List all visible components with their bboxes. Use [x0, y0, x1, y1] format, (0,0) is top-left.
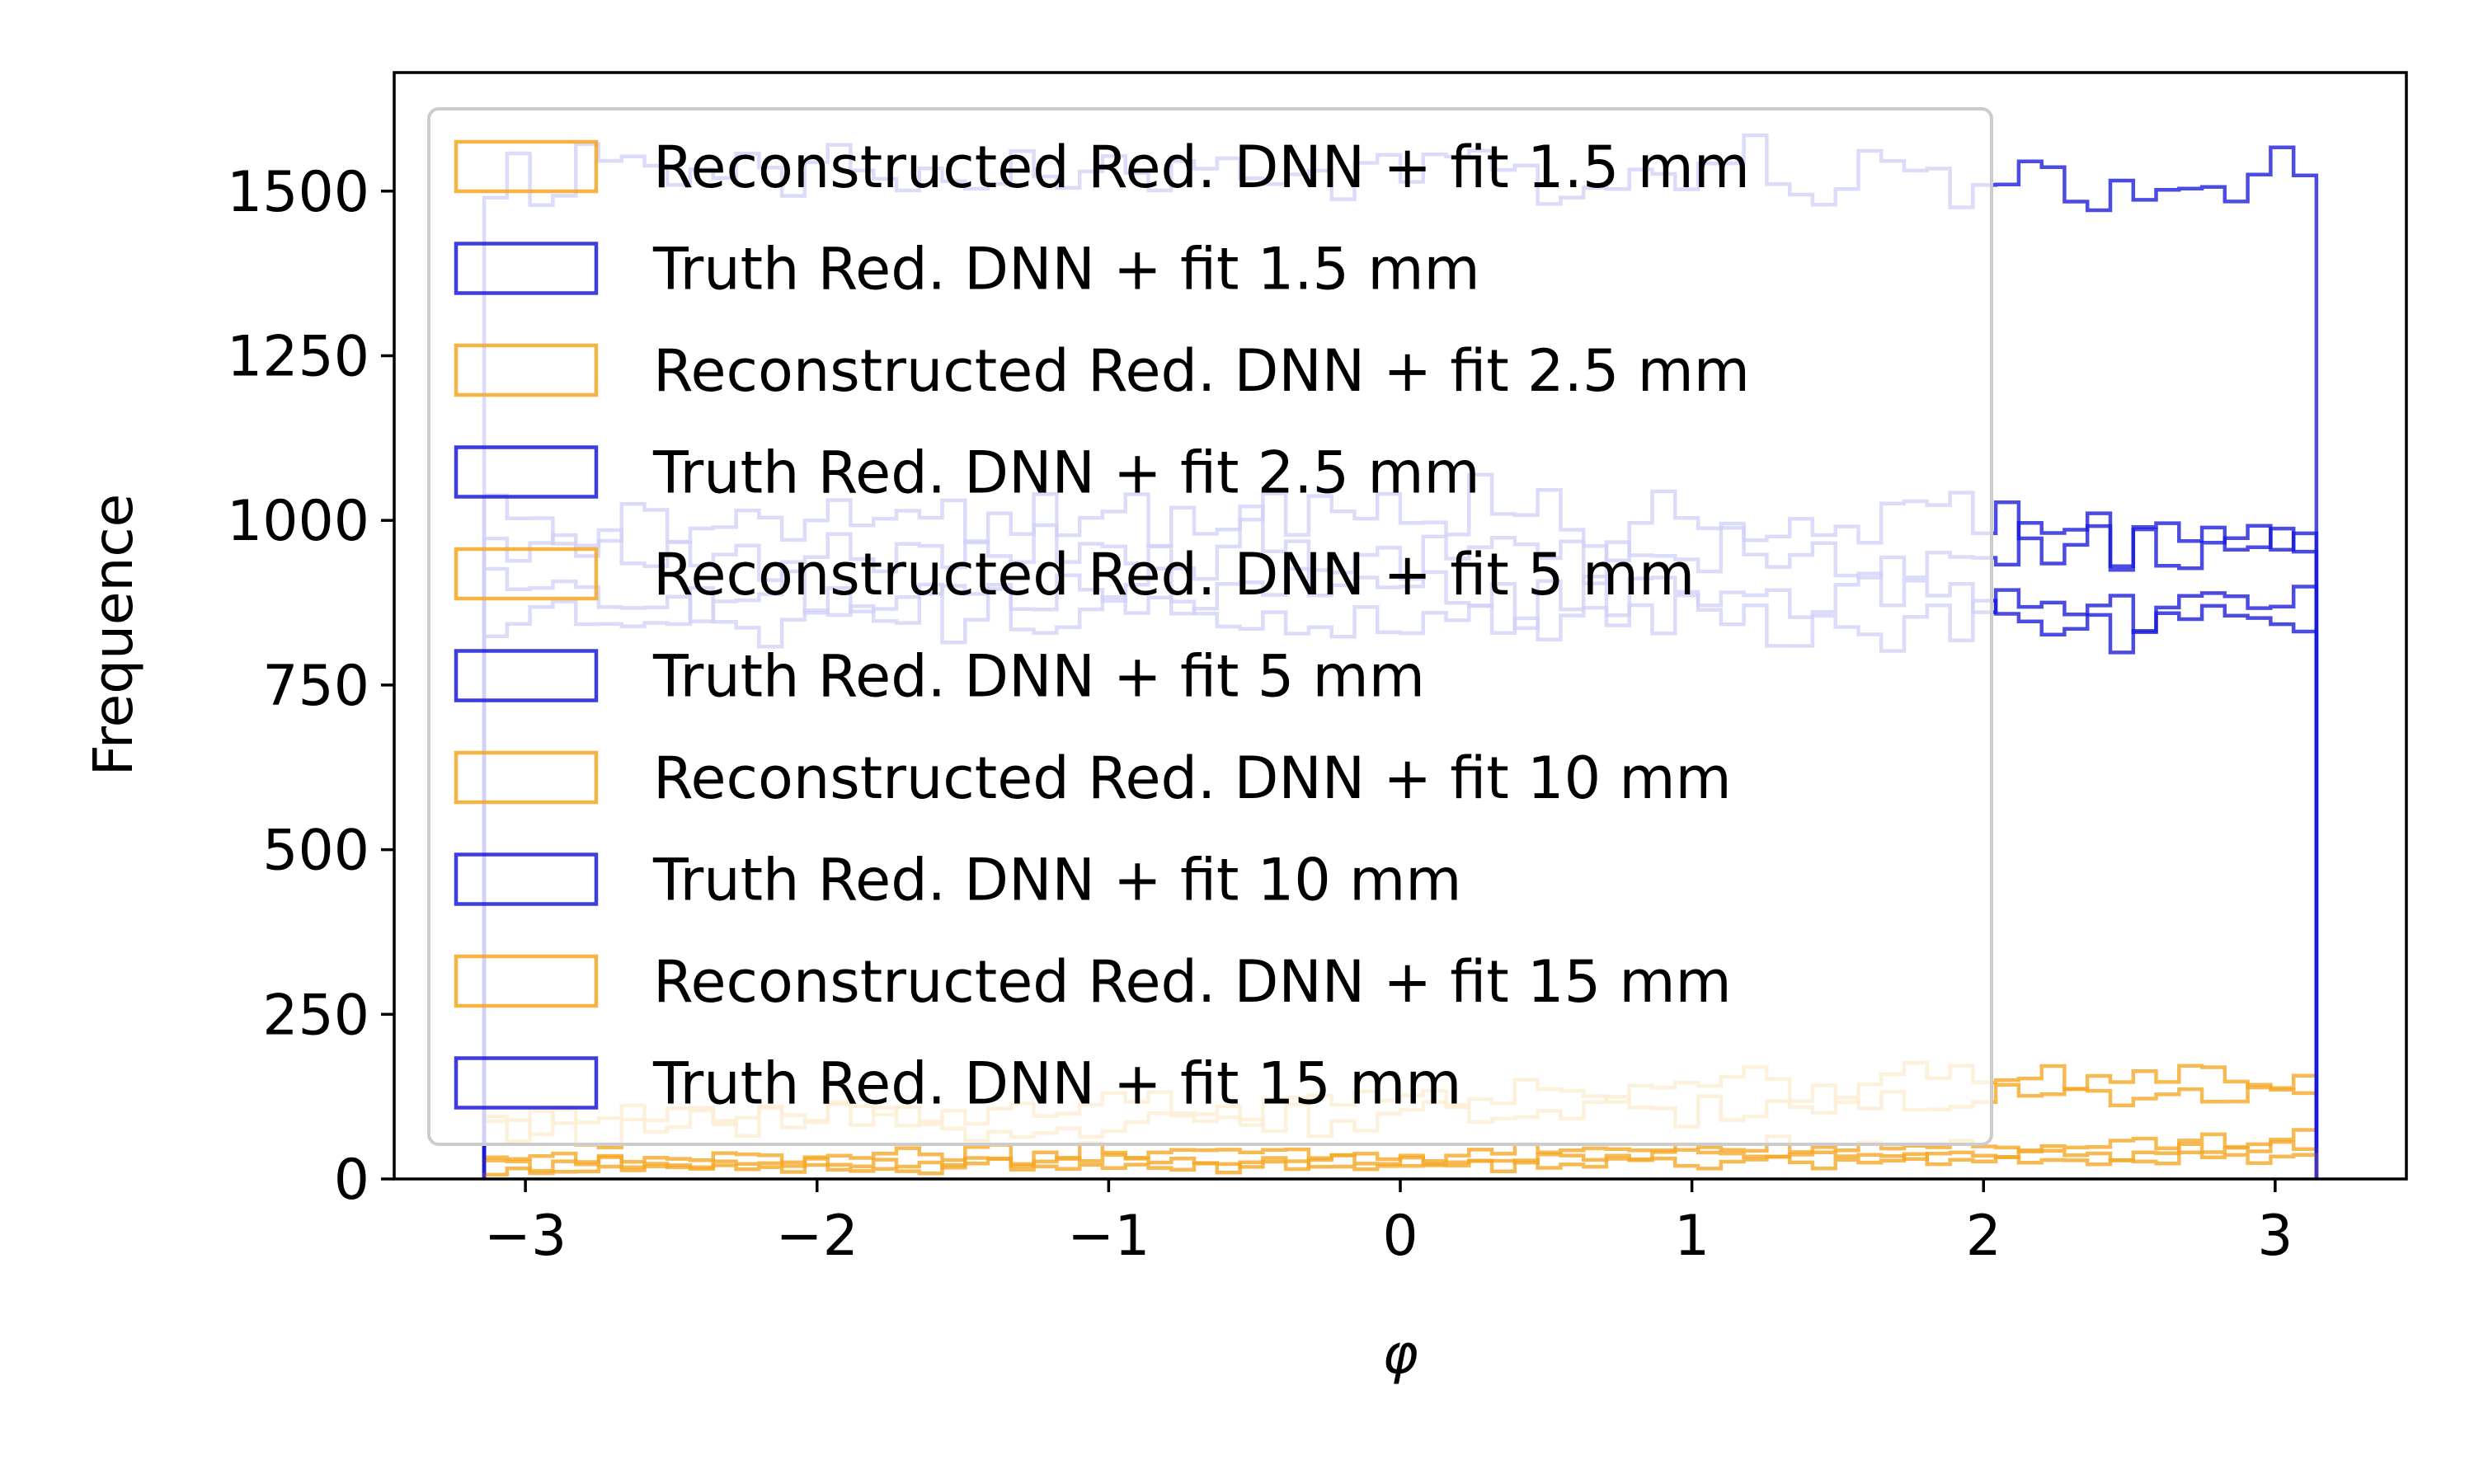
legend-swatch — [454, 242, 599, 295]
legend-swatch — [454, 750, 599, 805]
y-tick-label: 0 — [334, 1148, 369, 1213]
legend-swatch — [454, 445, 599, 499]
legend-label: Reconstructed Red. DNN + fit 10 mm — [653, 744, 1732, 812]
legend-label: Reconstructed Red. DNN + fit 1.5 mm — [653, 134, 1750, 201]
y-tick-label: 500 — [262, 819, 369, 884]
legend-label: Reconstructed Red. DNN + fit 2.5 mm — [653, 337, 1750, 405]
legend-swatch — [454, 954, 599, 1008]
y-tick-label: 1000 — [227, 489, 369, 554]
legend-swatch — [454, 649, 599, 702]
histogram-series-9 — [482, 1150, 2319, 1179]
y-axis-label: Frequence — [82, 494, 145, 777]
axes: −3 −2 −1 0 1 2 3 0 250 500 750 1000 1250 1500 — [227, 71, 2408, 1269]
x-tick-label: 1 — [1674, 1204, 1710, 1269]
x-tick-label: −1 — [1067, 1204, 1150, 1269]
legend-label: Reconstructed Red. DNN + fit 15 mm — [653, 948, 1732, 1016]
legend-swatch — [454, 139, 599, 194]
y-tick-label: 1500 — [227, 160, 369, 225]
legend-label: Truth Red. DNN + fit 15 mm — [652, 1050, 1461, 1118]
legend-label: Truth Red. DNN + fit 2.5 mm — [652, 439, 1480, 507]
legend: Reconstructed Red. DNN + fit 1.5 mm Truth… — [427, 107, 1993, 1146]
x-tick-label: 2 — [1966, 1204, 2001, 1269]
x-tick-label: −2 — [776, 1204, 858, 1269]
legend-label: Truth Red. DNN + fit 5 mm — [652, 643, 1425, 711]
y-tick-label: 250 — [262, 983, 369, 1048]
legend-swatch — [454, 343, 599, 397]
legend-box — [427, 107, 1993, 1146]
y-tick-label: 750 — [262, 654, 369, 719]
x-tick-label: −3 — [484, 1204, 567, 1269]
x-tick-label: 0 — [1382, 1204, 1418, 1269]
legend-swatch — [454, 547, 599, 601]
x-tick-label: 3 — [2257, 1204, 2293, 1269]
legend-label: Truth Red. DNN + fit 10 mm — [652, 847, 1461, 914]
legend-label: Truth Red. DNN + fit 1.5 mm — [652, 236, 1480, 303]
y-tick-label: 1250 — [227, 324, 369, 389]
legend-swatch — [454, 1056, 599, 1110]
legend-swatch — [454, 852, 599, 906]
x-axis-label: φ — [1382, 1322, 1418, 1386]
legend-label: Reconstructed Red. DNN + fit 5 mm — [653, 541, 1695, 608]
